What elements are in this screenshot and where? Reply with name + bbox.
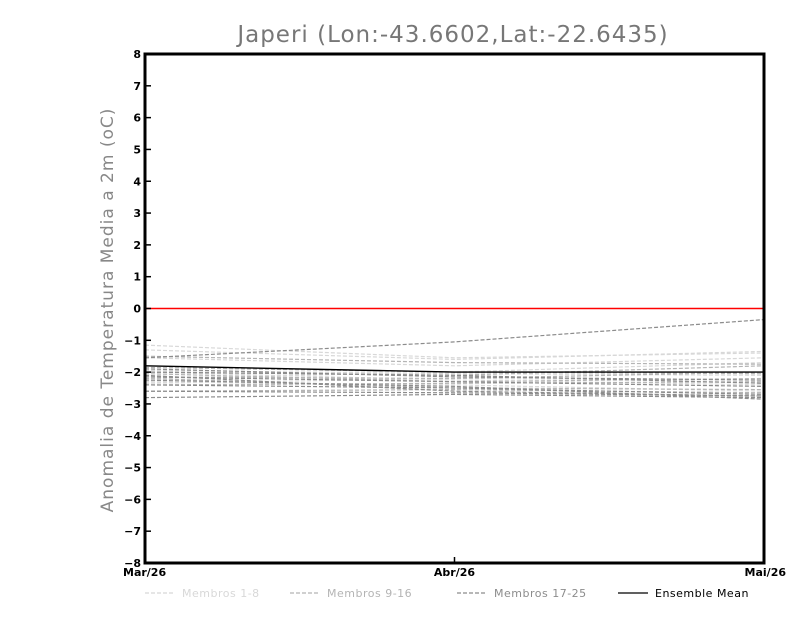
y-tick-label: −5 xyxy=(124,462,141,475)
y-tick-label: −2 xyxy=(124,366,141,379)
y-tick-label: 3 xyxy=(133,207,141,220)
legend-label: Membros 9-16 xyxy=(327,587,412,600)
member-series-line xyxy=(144,355,765,365)
member-series-line xyxy=(144,371,765,384)
x-tick-label: Mar/26 xyxy=(123,566,166,579)
member-series-line xyxy=(144,344,765,359)
legend-label: Membros 1-8 xyxy=(182,587,260,600)
legend-label: Ensemble Mean xyxy=(655,587,749,600)
member-series-line xyxy=(144,379,765,400)
y-tick-label: −6 xyxy=(124,493,141,506)
x-tick-label: Mai/26 xyxy=(745,566,787,579)
member-series-line xyxy=(144,371,765,380)
y-tick-label: 5 xyxy=(133,143,141,156)
member-series-line xyxy=(144,319,765,359)
y-tick-label: 0 xyxy=(133,303,141,316)
y-axis-label: Anomalia de Temperatura Media a 2m (oC) xyxy=(98,108,118,513)
y-tick-label: 4 xyxy=(133,175,141,188)
member-series-line xyxy=(144,381,765,386)
legend-label: Membros 17-25 xyxy=(494,587,587,600)
chart-title: Japeri (Lon:-43.6602,Lat:-22.6435) xyxy=(235,22,668,48)
member-series-line xyxy=(144,376,765,387)
mean-layer xyxy=(144,365,764,373)
y-tick-label: 1 xyxy=(133,271,141,284)
member-series-line xyxy=(144,384,765,395)
member-series-line xyxy=(144,357,765,367)
y-tick-label: 2 xyxy=(133,239,141,252)
series-layer xyxy=(144,319,765,400)
ensemble-mean-line xyxy=(144,365,764,373)
y-tick-label: −8 xyxy=(124,557,141,570)
y-tick-label: −3 xyxy=(124,398,141,411)
x-axis-ticks: Mar/26 Abr/26 Mai/26 xyxy=(123,557,786,579)
y-tick-label: 6 xyxy=(133,112,141,125)
y-axis-ticks: −8 −7 −6 −5 −4 −3 −2 −1 0 1 2 3 4 5 6 7 8 xyxy=(124,48,151,570)
legend: Membros 1-8 Membros 9-16 Membros 17-25 Ense… xyxy=(145,587,749,600)
y-tick-label: −4 xyxy=(124,430,141,443)
y-tick-label: 7 xyxy=(133,80,141,93)
member-series-line xyxy=(144,388,765,394)
x-tick-label: Abr/26 xyxy=(434,566,475,579)
y-tick-label: −7 xyxy=(124,525,141,538)
member-series-line xyxy=(144,371,765,386)
member-series-line xyxy=(144,368,765,381)
y-tick-label: 8 xyxy=(133,48,141,61)
member-series-line xyxy=(144,390,765,397)
y-tick-label: −1 xyxy=(124,334,141,347)
member-series-line xyxy=(144,393,765,399)
